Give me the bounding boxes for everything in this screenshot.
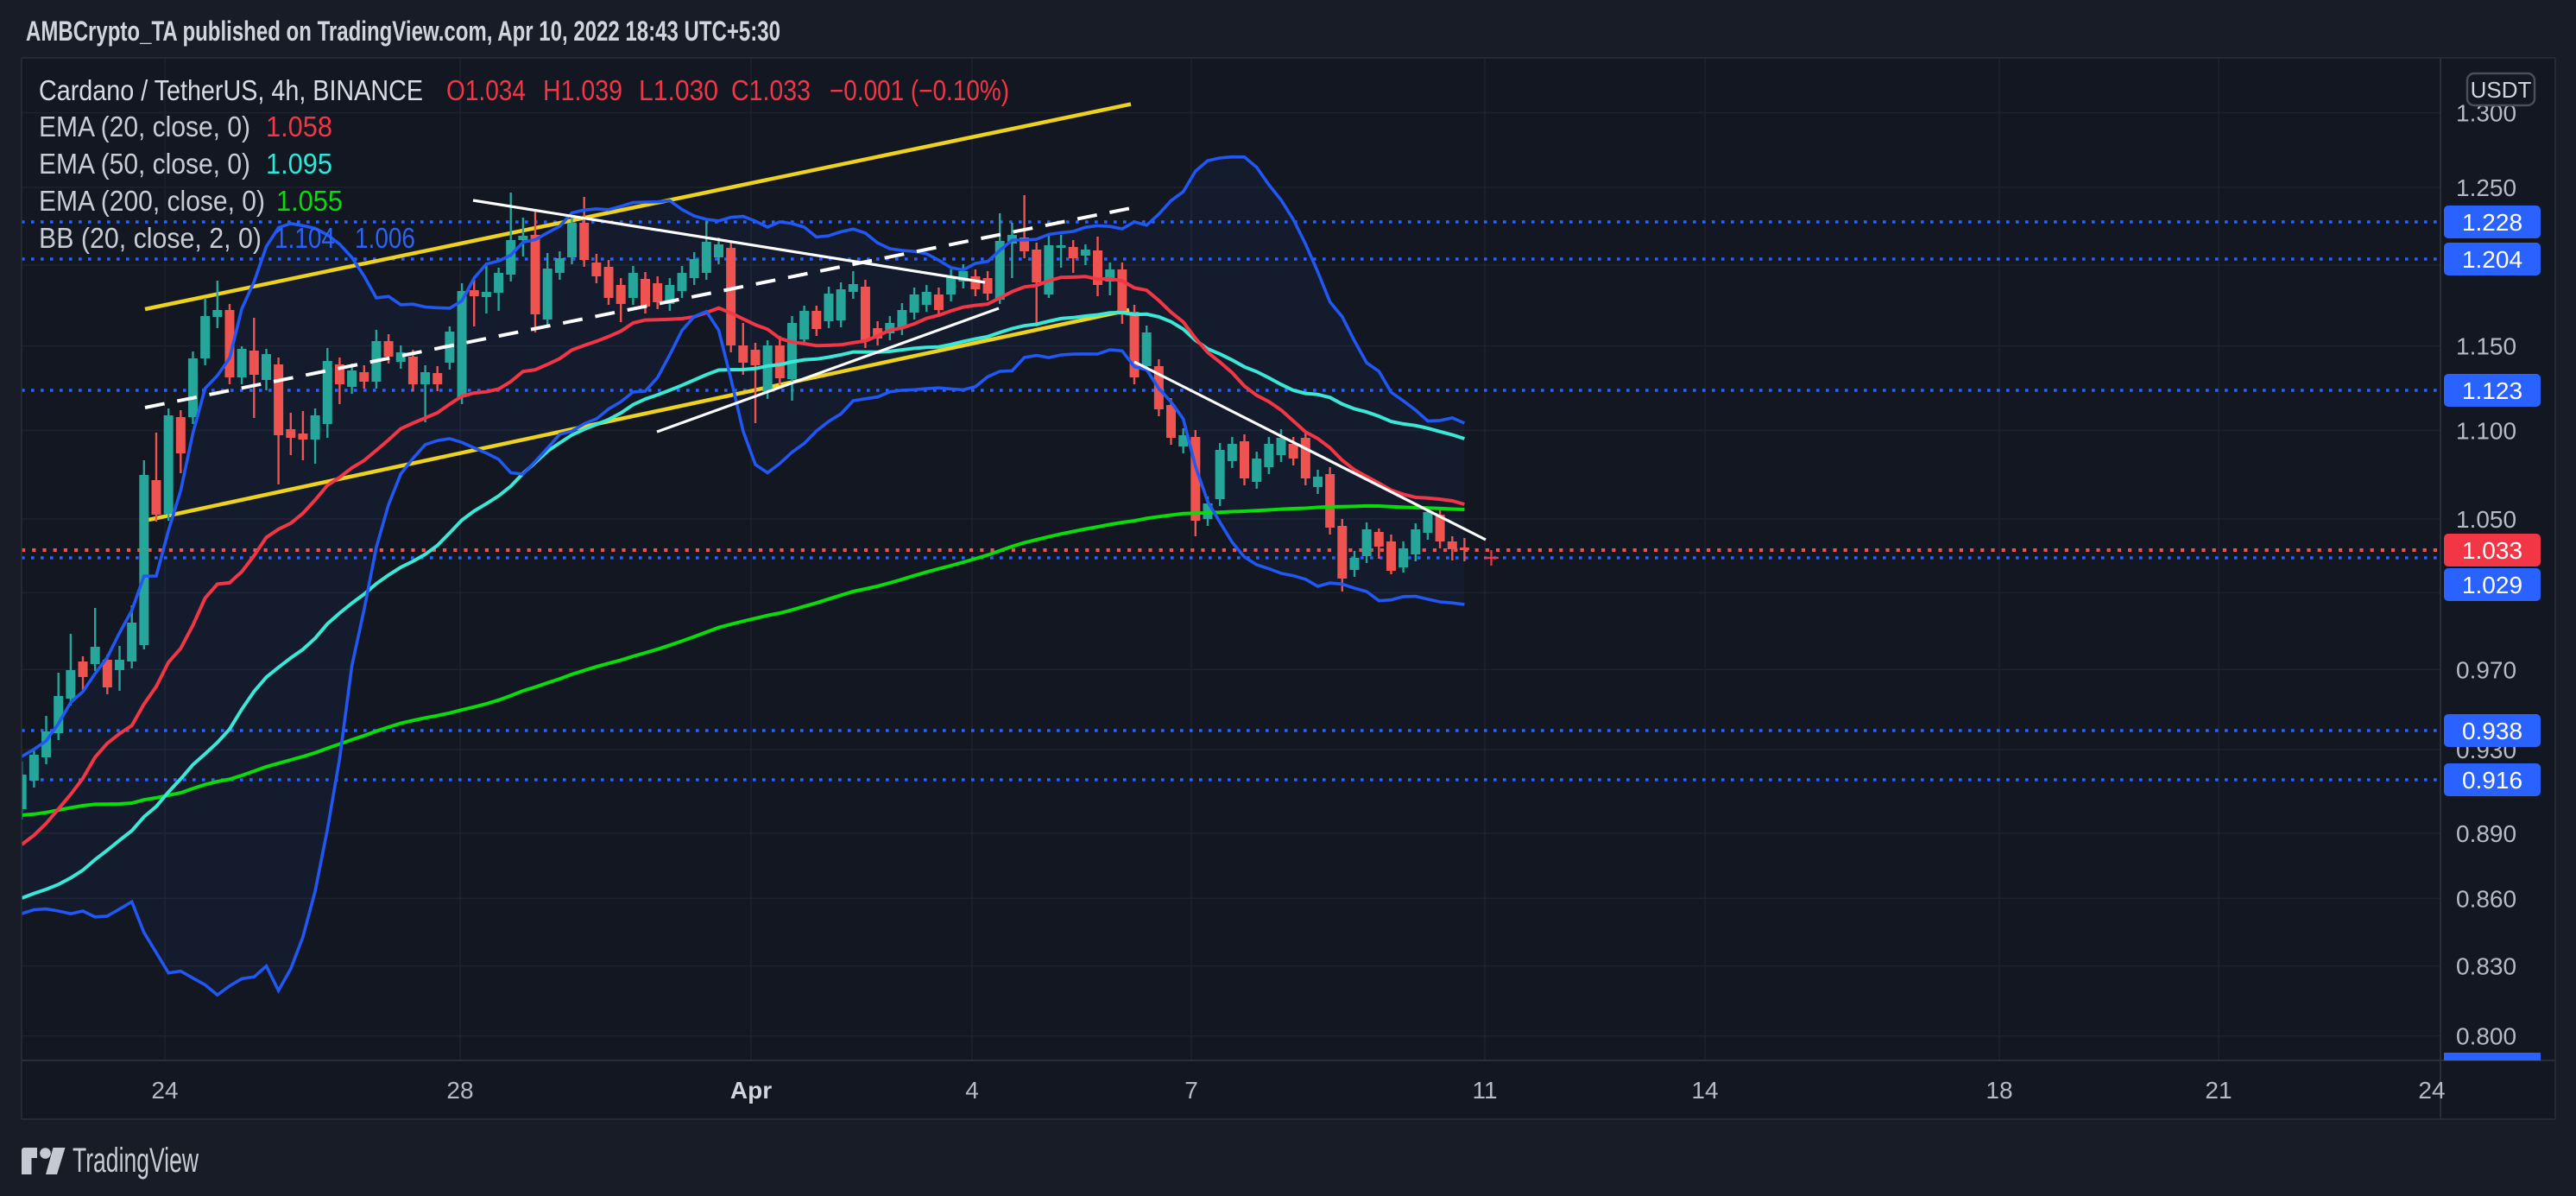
svg-text:1.033: 1.033 <box>2462 537 2522 564</box>
svg-text:1.095: 1.095 <box>266 148 332 180</box>
svg-text:1.100: 1.100 <box>2456 417 2516 444</box>
svg-text:11: 11 <box>1472 1077 1497 1104</box>
svg-text:USDT: USDT <box>2471 77 2532 103</box>
svg-text:EMA (20, close, 0): EMA (20, close, 0) <box>39 111 250 142</box>
svg-text:1.228: 1.228 <box>2462 209 2522 236</box>
svg-text:28: 28 <box>446 1077 473 1104</box>
svg-text:1.029: 1.029 <box>2462 572 2522 598</box>
svg-text:24: 24 <box>151 1077 178 1104</box>
svg-text:1.250: 1.250 <box>2456 174 2516 201</box>
svg-text:O1.034: O1.034 <box>446 74 526 106</box>
svg-text:EMA (50, close, 0): EMA (50, close, 0) <box>39 148 250 180</box>
svg-text:7: 7 <box>1184 1077 1198 1104</box>
svg-text:14: 14 <box>1691 1077 1718 1104</box>
svg-text:AMBCrypto_TA published on Trad: AMBCrypto_TA published on TradingView.co… <box>26 16 780 47</box>
svg-text:18: 18 <box>1986 1077 2012 1104</box>
svg-text:EMA (200, close, 0): EMA (200, close, 0) <box>39 185 265 217</box>
svg-text:1.150: 1.150 <box>2456 333 2516 360</box>
svg-text:L1.030: L1.030 <box>639 74 718 106</box>
svg-text:1.055: 1.055 <box>276 185 343 217</box>
svg-text:0.970: 0.970 <box>2456 656 2516 683</box>
svg-text:24: 24 <box>2418 1077 2445 1104</box>
svg-text:21: 21 <box>2205 1077 2232 1104</box>
svg-text:1.050: 1.050 <box>2456 506 2516 533</box>
svg-text:Cardano / TetherUS, 4h, BINANC: Cardano / TetherUS, 4h, BINANCE <box>39 74 423 106</box>
svg-text:BB (20, close, 2, 0): BB (20, close, 2, 0) <box>39 222 262 254</box>
svg-text:1.006: 1.006 <box>355 222 415 254</box>
svg-text:1.058: 1.058 <box>266 111 332 142</box>
svg-text:−0.001 (−0.10%): −0.001 (−0.10%) <box>830 74 1009 106</box>
svg-text:0.890: 0.890 <box>2456 820 2516 847</box>
svg-text:0.800: 0.800 <box>2456 1023 2516 1050</box>
svg-text:0.860: 0.860 <box>2456 885 2516 912</box>
svg-text:0.916: 0.916 <box>2462 767 2522 794</box>
svg-text:1.123: 1.123 <box>2462 377 2522 404</box>
svg-text:0.938: 0.938 <box>2462 718 2522 744</box>
svg-text:H1.039: H1.039 <box>543 74 622 106</box>
svg-text:1.104: 1.104 <box>275 222 335 254</box>
svg-text:1.300: 1.300 <box>2456 100 2516 127</box>
svg-text:4: 4 <box>965 1077 979 1104</box>
svg-text:0.830: 0.830 <box>2456 953 2516 980</box>
svg-text:TradingView: TradingView <box>73 1142 199 1180</box>
svg-text:C1.033: C1.033 <box>731 74 811 106</box>
svg-text:Apr: Apr <box>730 1077 772 1104</box>
svg-text:1.204: 1.204 <box>2462 246 2522 273</box>
